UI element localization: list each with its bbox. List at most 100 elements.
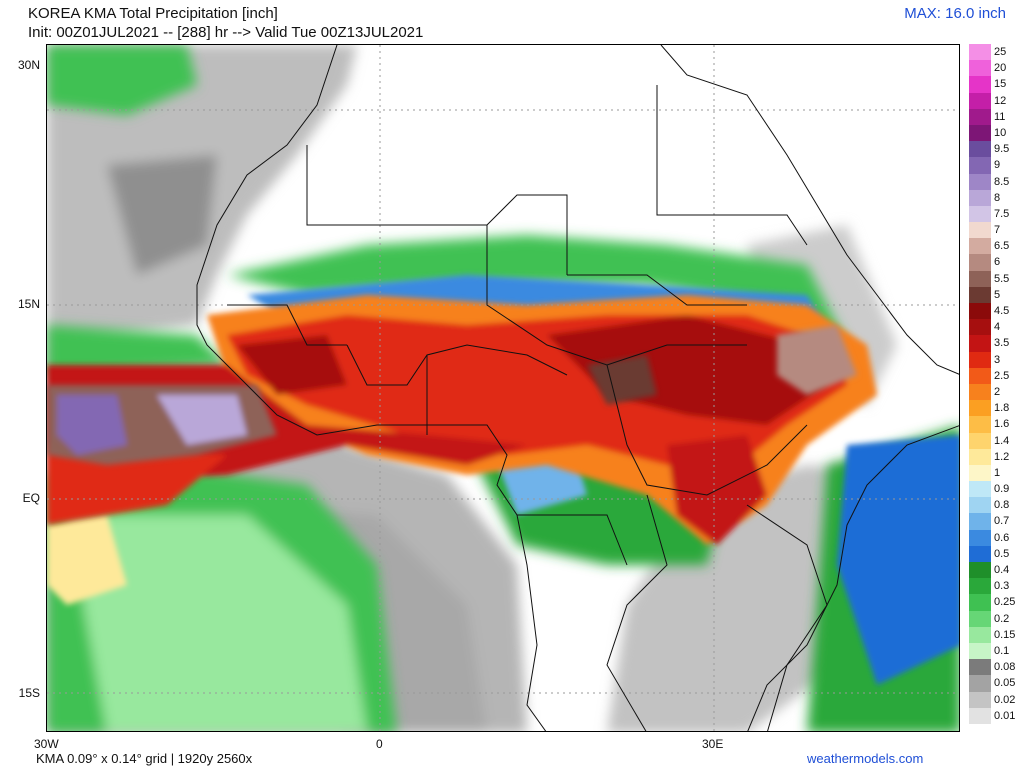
legend-swatch [969,416,991,433]
legend-swatch [969,562,991,579]
legend-entry: 2 [969,383,1021,401]
precip-legend: 25 20 15 12 11 10 9.5 9 8.5 8 7.5 7 6.5 6 5.5 5 4.5 4 3.5 3… [969,44,1021,724]
legend-swatch [969,659,991,676]
legend-swatch [969,545,991,562]
legend-label: 5 [994,288,1001,301]
legend-label: 3 [994,353,1001,366]
legend-swatch [969,222,991,239]
legend-entry: 0.02 [969,691,1021,708]
legend-entry: 0.15 [969,626,1021,643]
legend-label: 15 [994,78,1007,91]
legend-label: 12 [994,94,1007,107]
legend-label: 11 [994,110,1006,123]
legend-entry: 6.5 [969,238,1021,255]
legend-entry: 0.25 [969,594,1021,611]
legend-label: 0.01 [994,709,1016,722]
legend-entry: 6 [969,254,1021,271]
borders [196,45,959,731]
legend-label: 0.08 [994,661,1016,674]
legend-entry: 0.05 [969,675,1021,692]
legend-entry: 15 [969,76,1021,93]
legend-swatch [969,400,991,417]
legend-swatch [969,497,991,514]
legend-entry: 7.5 [969,205,1021,223]
legend-entry: 5 [969,286,1021,303]
legend-swatch [969,513,991,530]
legend-label: 20 [994,62,1007,75]
legend-label: 0.4 [994,564,1010,576]
legend-swatch [969,367,991,384]
legend-entry: 0.5 [969,545,1021,562]
legend-entry: 9.5 [969,141,1021,158]
legend-label: 1.6 [994,418,1010,431]
legend-label: 0.02 [994,693,1016,706]
legend-swatch [969,189,991,206]
legend-entry: 4 [969,319,1021,336]
grid-info: KMA 0.09° x 0.14° grid | 1920y 2560x [36,751,253,766]
lat-label-30n: 30N [17,58,40,72]
legend-swatch [969,238,991,255]
legend-entry: 2.5 [969,367,1021,384]
legend-label: 7 [994,224,1001,237]
legend-entry: 0.3 [969,578,1021,595]
legend-entry: 7 [969,222,1021,239]
legend-entry: 10 [969,124,1021,142]
legend-label: 9 [994,159,1001,172]
title-line-2: Init: 00Z01JUL2021 -- [288] hr --> Valid… [28,24,424,41]
legend-entry: 1.4 [969,432,1021,449]
site-link[interactable]: weathermodels.com [807,751,924,766]
legend-swatch [969,481,991,498]
legend-label: 7.5 [994,207,1010,220]
legend-swatch [969,205,991,223]
legend-label: 2 [994,385,1001,398]
legend-entry: 1.2 [969,448,1021,465]
legend-label: 1.4 [994,434,1010,447]
legend-entry: 12 [969,92,1021,109]
legend-swatch [969,626,991,643]
legend-swatch [969,335,991,352]
legend-label: 10 [994,126,1007,139]
legend-label: 8 [994,191,1001,204]
legend-swatch [969,108,991,125]
legend-swatch [969,675,991,692]
legend-entry: 1 [969,464,1021,482]
legend-swatch [969,578,991,595]
legend-label: 0.1 [994,644,1010,657]
legend-label: 9.5 [994,143,1010,156]
legend-label: 1.2 [994,450,1010,463]
legend-swatch [969,691,991,708]
graticule [47,45,959,731]
legend-label: 6.5 [994,240,1010,253]
legend-swatch [969,303,991,320]
legend-swatch [969,383,991,401]
legend-entry: 0.01 [969,707,1021,724]
legend-label: 4 [994,321,1001,334]
legend-swatch [969,92,991,109]
legend-entry: 0.9 [969,481,1021,498]
legend-entry: 0.6 [969,529,1021,546]
legend-entry: 4.5 [969,303,1021,320]
map-title: KOREA KMA Total Precipitation [inch] Ini… [28,4,423,42]
legend-label: 1 [994,466,1001,479]
legend-label: 0.2 [994,612,1010,625]
legend-label: 0.15 [994,628,1016,641]
precipitation-map[interactable] [46,44,960,732]
legend-swatch [969,141,991,158]
legend-entry: 1.8 [969,400,1021,417]
legend-label: 8.5 [994,175,1010,188]
legend-label: 5.5 [994,272,1010,285]
legend-swatch [969,432,991,449]
legend-swatch [969,254,991,271]
legend-entry: 25 [969,44,1021,61]
legend-entry: 8 [969,189,1021,206]
legend-swatch [969,529,991,546]
legend-entry: 0.08 [969,659,1021,676]
legend-swatch [969,594,991,611]
legend-swatch [969,76,991,93]
legend-swatch [969,60,991,77]
legend-swatch [969,610,991,627]
lat-label-eq: EQ [22,491,40,505]
legend-label: 0.5 [994,547,1010,560]
legend-swatch [969,124,991,142]
legend-entry: 8.5 [969,173,1021,190]
